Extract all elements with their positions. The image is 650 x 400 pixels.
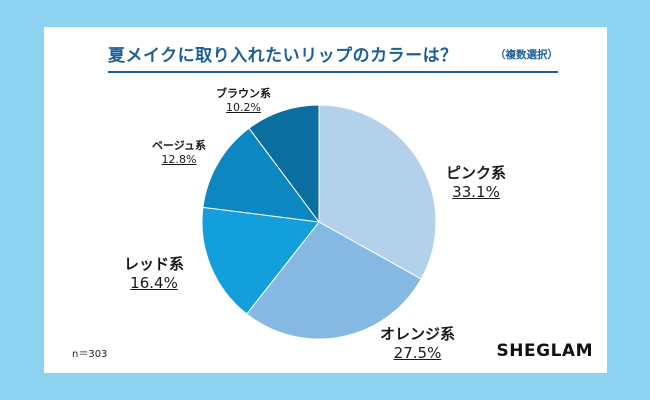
label-pink: ピンク系 33.1%: [446, 162, 506, 201]
pie-slice-red: [201, 206, 320, 315]
chart-card: 夏メイクに取り入れたいリップのカラーは？ （複数選択） ピンク系 33.1% オ…: [44, 27, 607, 373]
label-beige-name: ベージュ系: [152, 139, 207, 152]
title-underline: [108, 71, 558, 73]
label-beige: ベージュ系 12.8%: [152, 137, 206, 166]
label-red: レッド系 16.4%: [124, 253, 184, 292]
pie-slice-orange: [246, 221, 422, 340]
chart-title: 夏メイクに取り入れたいリップのカラーは？: [108, 46, 458, 66]
pie-chart: [201, 104, 437, 340]
label-orange-name: オレンジ系: [380, 325, 456, 343]
label-beige-value: 12.8%: [161, 153, 197, 166]
label-pink-value: 33.1%: [452, 183, 500, 201]
pie-slice-brown: [248, 104, 320, 224]
label-red-name: レッド系: [124, 255, 185, 273]
label-brown-name: ブラウン系: [216, 87, 271, 100]
chart-subtitle: （複数選択）: [495, 49, 558, 61]
label-red-value: 16.4%: [130, 274, 178, 292]
label-brown-value: 10.2%: [226, 101, 261, 114]
label-orange-value: 27.5%: [393, 344, 442, 362]
pie-slice-pink: [318, 104, 437, 280]
brand-logo: SHEGLAM: [496, 341, 593, 361]
label-orange: オレンジ系 27.5%: [380, 323, 455, 362]
label-brown: ブラウン系 10.2%: [216, 85, 271, 114]
label-pink-name: ピンク系: [446, 164, 507, 182]
pie-slice-beige: [202, 127, 321, 223]
title-row: 夏メイクに取り入れたいリップのカラーは？ （複数選択）: [108, 31, 558, 71]
sample-size-label: n＝303: [72, 349, 108, 360]
